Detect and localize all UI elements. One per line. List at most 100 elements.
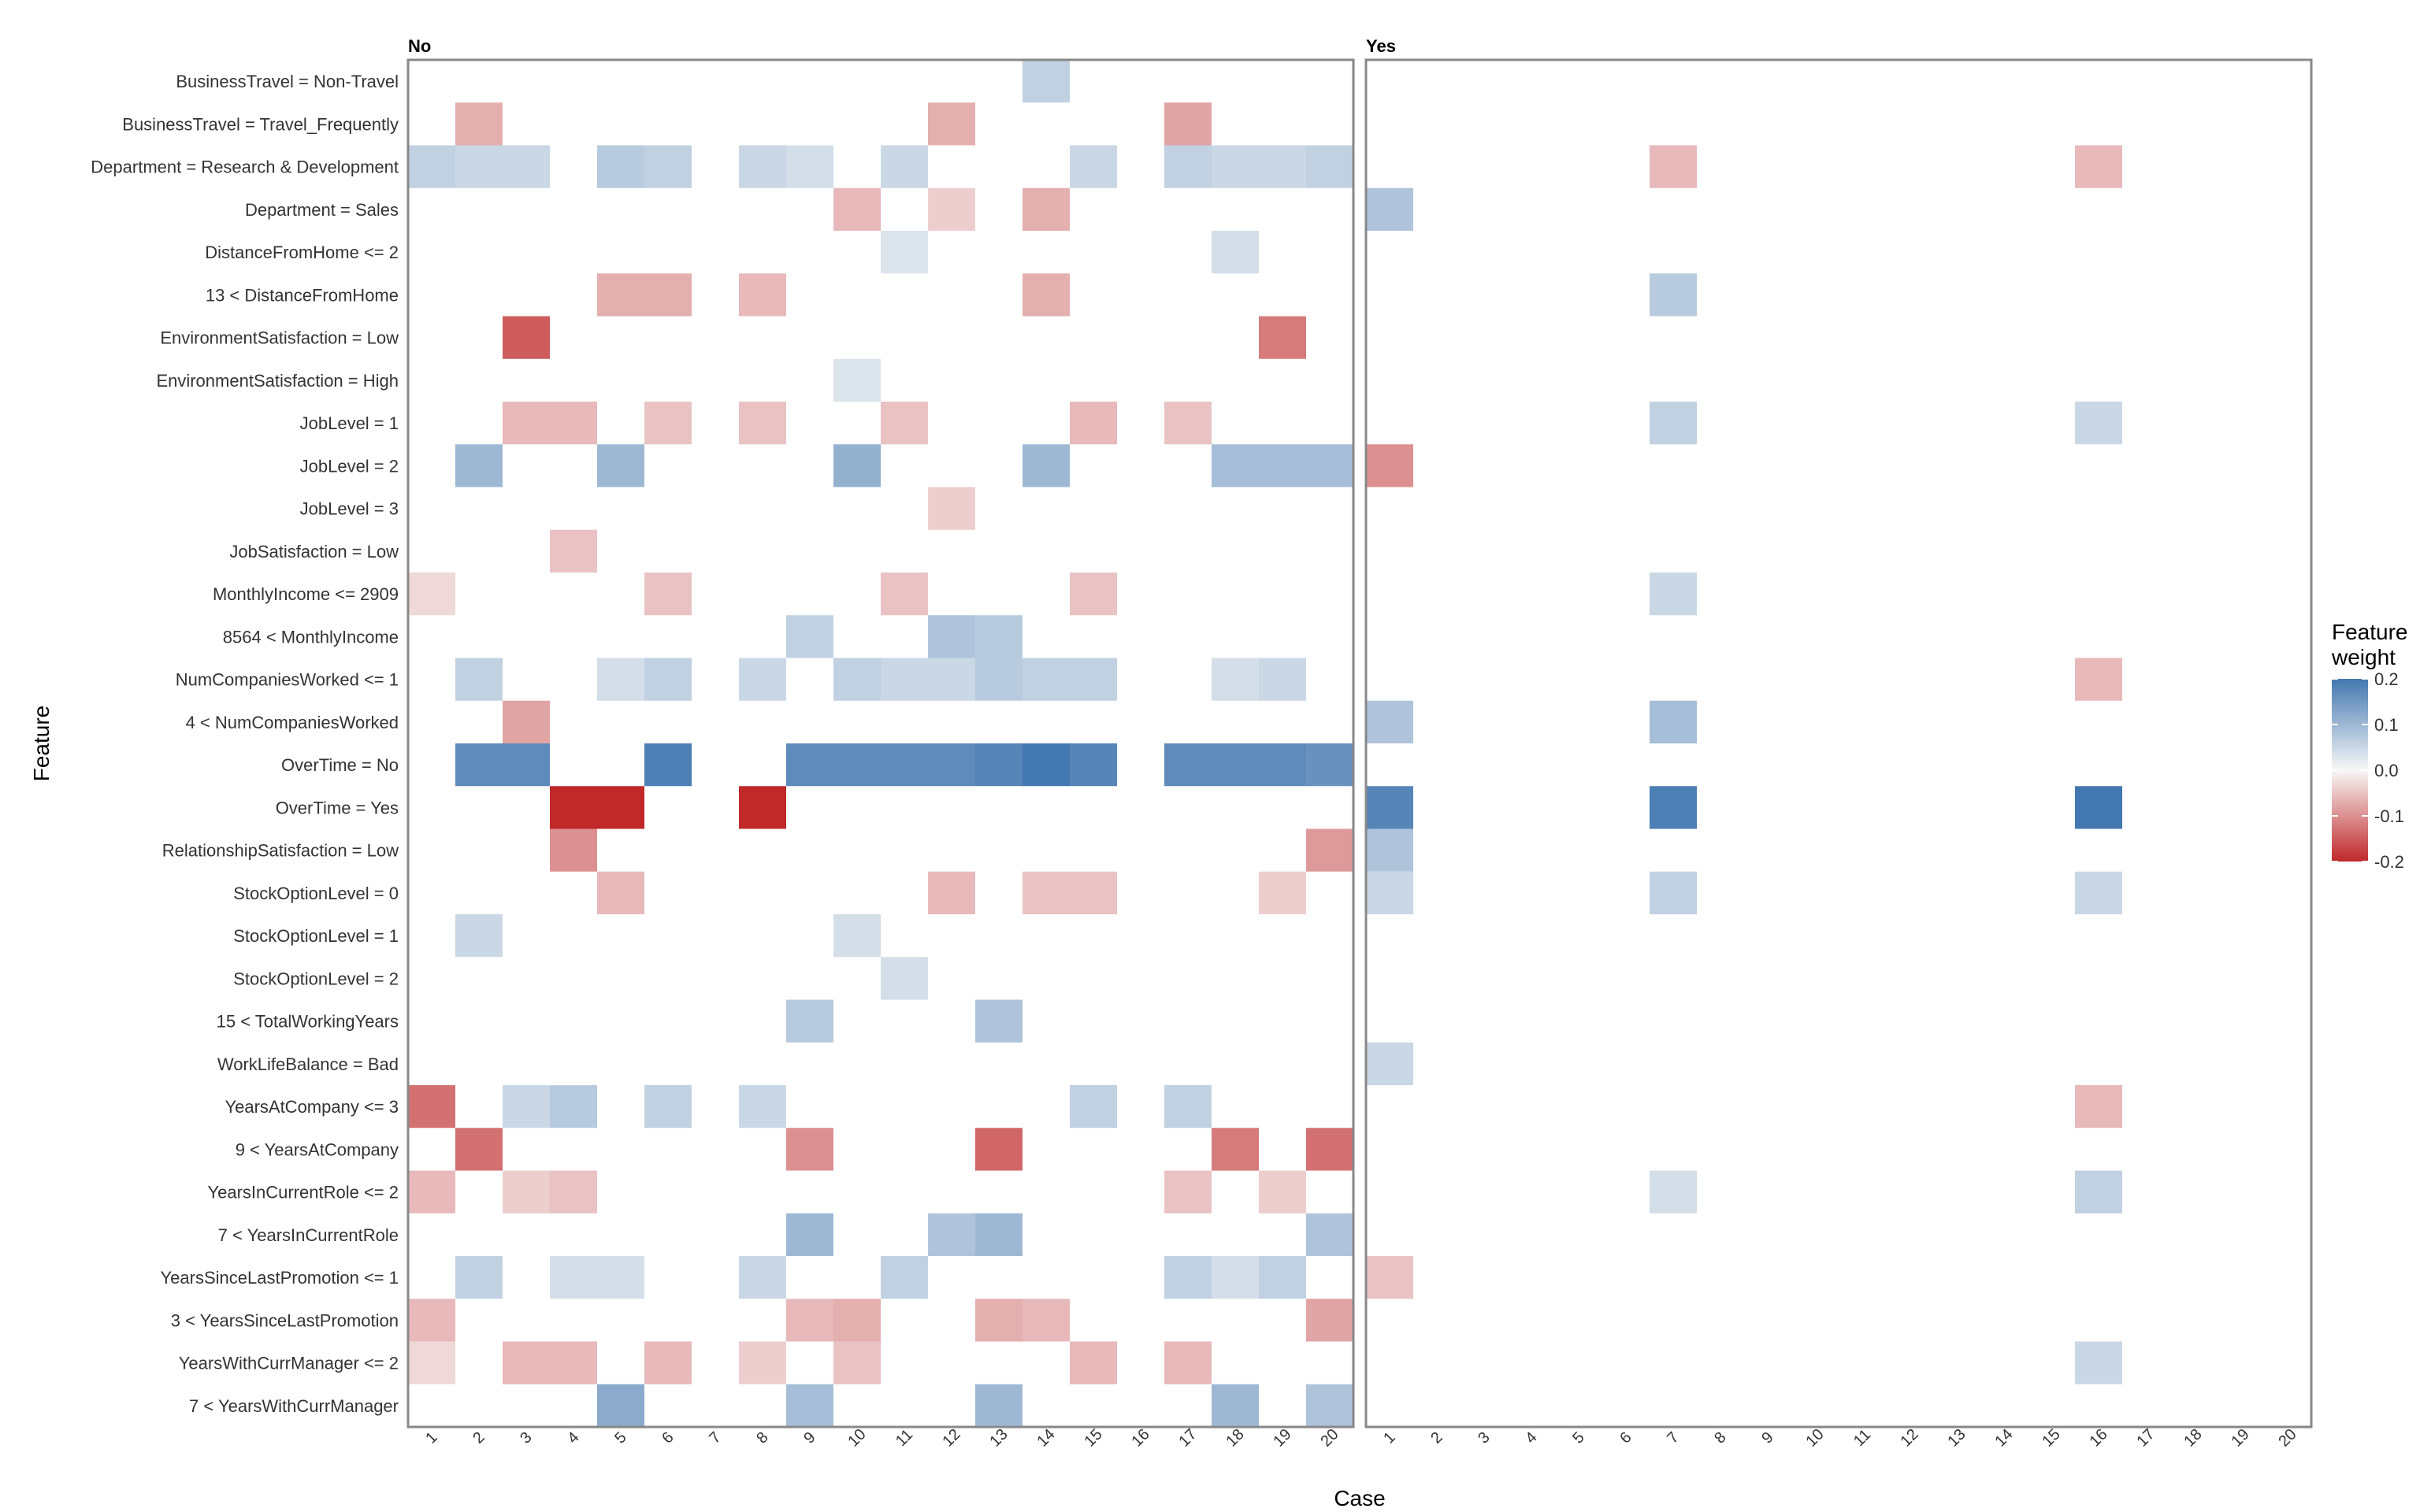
x-tick-label-no: 16 <box>1128 1425 1152 1450</box>
x-tick-label-yes: 14 <box>1991 1425 2016 1450</box>
heatmap-cell-no-case15-row3 <box>1070 145 1117 188</box>
heatmap-cell-yes-case7-row16 <box>1650 700 1697 743</box>
heatmap-cell-no-case8-row9 <box>739 402 786 445</box>
heatmap-cell-no-case10-row21 <box>833 914 881 958</box>
x-tick-label-no: 6 <box>659 1429 677 1447</box>
heatmap-cell-yes-case16-row25 <box>2075 1085 2122 1128</box>
heatmap-cell-no-case2-row21 <box>455 914 503 958</box>
heatmap-cell-no-case20-row30 <box>1306 1299 1353 1342</box>
heatmap-cell-no-case13-row17 <box>975 743 1023 787</box>
y-tick-label: JobSatisfaction = Low <box>229 542 399 561</box>
legend-tick-label: 0.2 <box>2374 669 2399 689</box>
heatmap-cell-no-case5-row6 <box>597 273 644 317</box>
heatmap-cell-no-case19-row20 <box>1259 871 1306 914</box>
heatmap-cell-no-case2-row3 <box>455 145 503 188</box>
heatmap-cell-no-case2-row10 <box>455 444 503 487</box>
y-axis-tick-labels: BusinessTravel = Non-Travel BusinessTrave… <box>91 72 399 1416</box>
y-tick-label: 9 < YearsAtCompany <box>236 1140 399 1159</box>
y-tick-label: JobLevel = 2 <box>300 456 399 476</box>
heatmap-cell-no-case8-row25 <box>739 1085 786 1128</box>
heatmap-cell-no-case12-row4 <box>928 187 975 231</box>
x-axis-title: Case <box>1334 1486 1385 1510</box>
x-tick-label-yes: 10 <box>1802 1425 1827 1450</box>
x-tick-label-no: 1 <box>422 1429 440 1447</box>
heatmap-cell-no-case13-row14 <box>975 615 1023 658</box>
heatmap-cell-no-case17-row31 <box>1164 1341 1212 1384</box>
heatmap-cell-no-case12-row20 <box>928 871 975 914</box>
heatmap-cell-no-case13-row32 <box>975 1384 1023 1427</box>
heatmap-cell-yes-case7-row18 <box>1650 786 1697 829</box>
x-tick-label-no: 18 <box>1223 1425 1247 1450</box>
heatmap-cell-no-case17-row27 <box>1164 1170 1212 1214</box>
heatmap-cell-no-case17-row29 <box>1164 1256 1212 1299</box>
y-tick-label: StockOptionLevel = 0 <box>233 884 399 903</box>
y-tick-label: 4 < NumCompaniesWorked <box>186 713 399 732</box>
heatmap-cell-no-case20-row19 <box>1306 828 1353 872</box>
heatmap-cell-no-case11-row13 <box>881 573 928 616</box>
heatmap-cell-no-case3-row9 <box>503 402 550 445</box>
heatmap-cell-no-case5-row29 <box>597 1256 644 1299</box>
heatmap-cell-no-case3-row16 <box>503 700 550 743</box>
heatmap-cell-yes-case7-row27 <box>1650 1170 1697 1214</box>
heatmap-cell-no-case9-row32 <box>786 1384 833 1427</box>
heatmap-cell-no-case11-row29 <box>881 1256 928 1299</box>
heatmap-cell-no-case4-row27 <box>550 1170 597 1214</box>
heatmap-cell-no-case5-row10 <box>597 444 644 487</box>
y-tick-label: EnvironmentSatisfaction = Low <box>160 328 399 348</box>
heatmap-cell-no-case17-row9 <box>1164 402 1212 445</box>
x-tick-label-yes: 7 <box>1664 1429 1682 1447</box>
heatmap-cell-no-case5-row20 <box>597 871 644 914</box>
heatmap-cell-no-case11-row17 <box>881 743 928 787</box>
heatmap-cell-no-case10-row30 <box>833 1299 881 1342</box>
heatmap-cell-no-case20-row28 <box>1306 1213 1353 1256</box>
x-tick-label-no: 11 <box>893 1426 916 1450</box>
heatmap-cell-no-case2-row26 <box>455 1128 503 1171</box>
heatmap-cell-yes-case16-row20 <box>2075 871 2122 914</box>
heatmap-cell-no-case6-row6 <box>644 273 692 317</box>
heatmap-cell-no-case9-row28 <box>786 1213 833 1256</box>
heatmap-cell-no-case6-row15 <box>644 658 692 701</box>
y-tick-label: JobLevel = 1 <box>300 413 399 433</box>
heatmap-cell-no-case15-row15 <box>1070 658 1117 701</box>
y-tick-label: WorkLifeBalance = Bad <box>217 1054 399 1074</box>
heatmap-cell-no-case19-row3 <box>1259 145 1306 188</box>
heatmap-cell-no-case20-row10 <box>1306 444 1353 487</box>
x-tick-label-yes: 19 <box>2228 1425 2252 1450</box>
heatmap-cell-no-case20-row26 <box>1306 1128 1353 1171</box>
x-tick-label-no: 10 <box>844 1425 869 1450</box>
heatmap-cell-no-case14-row15 <box>1023 658 1070 701</box>
x-tick-label-no: 7 <box>706 1429 724 1447</box>
x-tick-label-no: 8 <box>753 1429 771 1447</box>
heatmap-cell-no-case4-row12 <box>550 529 597 573</box>
y-tick-label: BusinessTravel = Travel_Frequently <box>122 114 399 134</box>
heatmap-cell-no-case8-row15 <box>739 658 786 701</box>
legend-tick-label: 0.1 <box>2374 715 2399 735</box>
y-tick-label: StockOptionLevel = 2 <box>233 969 399 988</box>
heatmap-cell-no-case9-row23 <box>786 999 833 1043</box>
heatmap-cell-no-case4-row19 <box>550 828 597 872</box>
heatmap-cell-no-case3-row31 <box>503 1341 550 1384</box>
heatmap-cell-no-case10-row10 <box>833 444 881 487</box>
heatmap-cell-no-case19-row10 <box>1259 444 1306 487</box>
heatmap-cell-no-case9-row17 <box>786 743 833 787</box>
heatmap-cell-no-case10-row4 <box>833 187 881 231</box>
heatmap-cell-no-case5-row32 <box>597 1384 644 1427</box>
heatmap-cell-no-case9-row26 <box>786 1128 833 1171</box>
heatmap-cell-no-case15-row20 <box>1070 871 1117 914</box>
heatmap-cell-no-case3-row17 <box>503 743 550 787</box>
facet-panel-border-yes <box>1364 58 2313 1429</box>
heatmap-cell-no-case18-row5 <box>1212 231 1259 274</box>
heatmap-cell-no-case19-row7 <box>1259 316 1306 359</box>
heatmap-cell-no-case4-row29 <box>550 1256 597 1299</box>
heatmap-cell-no-case9-row3 <box>786 145 833 188</box>
heatmap-cell-yes-case1-row24 <box>1366 1042 1413 1085</box>
heatmap-cell-no-case6-row9 <box>644 402 692 445</box>
heatmap-cell-no-case1-row27 <box>408 1170 455 1214</box>
x-tick-label-no: 2 <box>470 1429 488 1447</box>
color-legend: Feature weight 0.2 0.1 0.0 -0.1 -0.2 <box>2331 620 2408 872</box>
y-axis-title: Feature <box>29 706 54 782</box>
heatmap-cell-no-case6-row25 <box>644 1085 692 1128</box>
heatmap-cell-no-case6-row3 <box>644 145 692 188</box>
heatmap-cell-no-case1-row30 <box>408 1299 455 1342</box>
heatmap-cell-no-case14-row10 <box>1023 444 1070 487</box>
